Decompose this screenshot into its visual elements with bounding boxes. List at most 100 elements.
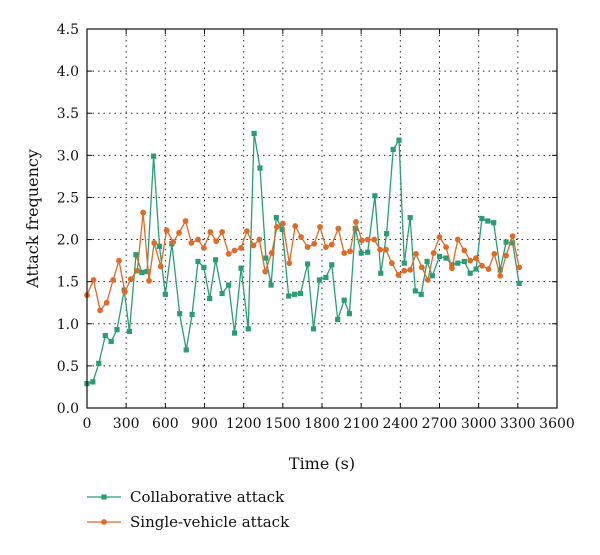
- collaborative-data-point: [358, 250, 364, 256]
- collaborative-data-point: [503, 239, 509, 245]
- axis-ticks: 0 300 600 900 1200 1500 1800 2100 2400 2700 3000 33…: [57, 22, 575, 432]
- single-vehicle-data-point: [146, 277, 152, 284]
- collaborative-data-point: [305, 261, 311, 267]
- single-vehicle-data-point: [485, 266, 492, 272]
- collaborative-data-point: [429, 273, 435, 279]
- collaborative-data-point: [396, 137, 402, 143]
- legend-item-single-vehicle: Single-vehicle attack: [87, 513, 290, 531]
- single-vehicle-data-point: [231, 247, 238, 254]
- single-vehicle-data-point: [383, 246, 389, 253]
- single-vehicle-data-point: [497, 272, 504, 279]
- single-vehicle-data-point: [388, 260, 395, 267]
- single-vehicle-data-point: [200, 245, 207, 251]
- collaborative-data-point: [226, 282, 232, 288]
- collaborative-data-point: [316, 277, 322, 283]
- single-vehicle-data-point: [364, 236, 371, 243]
- single-vehicle-data-point: [244, 228, 250, 235]
- collaborative-data-point: [384, 231, 390, 237]
- x-tick-label: 3300: [500, 416, 536, 432]
- single-vehicle-data-point: [401, 267, 408, 274]
- collaborative-data-point: [516, 280, 522, 286]
- single-vehicle-data-point: [121, 288, 128, 295]
- collaborative-data-point: [390, 146, 396, 153]
- collaborative-data-point: [424, 258, 430, 265]
- collaborative-data-point: [268, 282, 274, 288]
- collaborative-data-point: [401, 260, 407, 266]
- collaborative-data-point: [162, 291, 168, 297]
- y-tick-label: 0.5: [57, 359, 79, 375]
- single-vehicle-data-point: [274, 224, 280, 230]
- single-vehicle-data-point: [509, 233, 516, 240]
- single-vehicle-data-point: [151, 240, 158, 246]
- collaborative-data-point: [436, 253, 443, 259]
- x-tick-label: 3000: [461, 416, 497, 432]
- collaborative-data-point: [102, 332, 108, 339]
- collaborative-data-point: [114, 327, 120, 333]
- collaborative-data-point: [212, 257, 219, 263]
- collaborative-data-point: [177, 311, 183, 317]
- collaborative-data-point: [473, 266, 479, 272]
- single-vehicle-series-line: [86, 211, 520, 311]
- collaborative-data-point: [201, 264, 207, 270]
- collaborative-data-point: [286, 293, 292, 299]
- collaborative-data-point: [467, 270, 473, 276]
- single-vehicle-data-point: [454, 236, 461, 243]
- single-vehicle-data-point: [353, 218, 359, 225]
- x-tick-label: 1200: [226, 416, 262, 432]
- collaborative-data-point: [273, 215, 279, 221]
- single-vehicle-data-point: [395, 272, 402, 278]
- single-vehicle-data-point: [443, 244, 449, 251]
- single-vehicle-data-point: [268, 250, 275, 256]
- collaborative-data-point: [407, 215, 413, 221]
- collaborative-data-point: [479, 215, 485, 222]
- collaborative-data-point: [251, 130, 257, 137]
- single-vehicle-data-point: [127, 276, 134, 283]
- single-vehicle-data-point: [377, 246, 383, 253]
- collaborative-data-point: [207, 295, 213, 302]
- x-tick-label: 2400: [383, 416, 419, 432]
- collaborative-data-point: [150, 153, 157, 159]
- legend-label-single-vehicle: Single-vehicle attack: [130, 513, 290, 531]
- collaborative-data-point: [126, 328, 133, 334]
- single-vehicle-data-point: [225, 250, 232, 257]
- single-vehicle-data-point: [286, 260, 293, 267]
- collaborative-data-point: [238, 265, 244, 271]
- single-vehicle-data-point: [430, 250, 437, 256]
- legend-label-collaborative: Collaborative attack: [130, 488, 285, 506]
- single-vehicle-data-point: [195, 236, 201, 243]
- single-vehicle-data-point: [292, 223, 299, 229]
- collaborative-series: [84, 130, 522, 387]
- collaborative-data-point: [108, 338, 114, 345]
- collaborative-data-point: [455, 260, 461, 266]
- collaborative-data-point: [189, 311, 195, 318]
- single-vehicle-data-point: [163, 227, 170, 234]
- single-vehicle-data-point: [347, 248, 353, 255]
- single-vehicle-data-point: [467, 257, 474, 264]
- single-vehicle-data-point: [407, 266, 414, 273]
- collaborative-data-point: [323, 274, 329, 281]
- y-tick-label: 1.5: [57, 275, 79, 291]
- collaborative-data-point: [156, 243, 163, 249]
- collaborative-data-point: [461, 258, 467, 265]
- single-vehicle-data-point: [449, 265, 455, 272]
- y-tick-label: 3.5: [57, 106, 79, 122]
- collaborative-data-point: [443, 255, 449, 261]
- collaborative-data-point: [195, 258, 201, 265]
- single-vehicle-data-point: [207, 229, 214, 235]
- single-vehicle-data-point: [479, 262, 485, 269]
- x-tick-label: 2100: [343, 416, 379, 432]
- legend-marker-single-vehicle: [101, 519, 107, 525]
- single-vehicle-data-point: [418, 264, 425, 271]
- single-vehicle-data-point: [250, 242, 257, 249]
- y-tick-label: 1.0: [57, 317, 79, 333]
- single-vehicle-data-point: [188, 240, 195, 246]
- single-vehicle-data-point: [311, 240, 318, 247]
- collaborative-data-point: [341, 297, 347, 303]
- collaborative-data-point: [144, 268, 150, 275]
- single-vehicle-data-point: [110, 277, 117, 283]
- single-vehicle-data-point: [461, 247, 468, 254]
- collaborative-data-point: [291, 291, 298, 297]
- single-vehicle-data-point: [170, 239, 177, 245]
- y-tick-label: 3.0: [57, 148, 79, 164]
